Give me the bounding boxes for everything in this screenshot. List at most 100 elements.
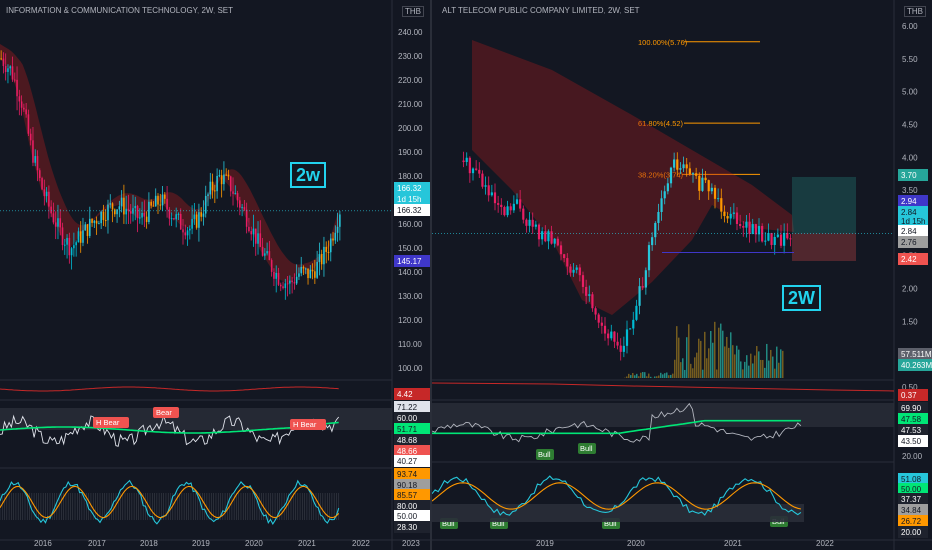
candle-body [220,175,223,185]
candle-body [202,213,205,217]
rsi-tag-bg [394,423,430,435]
candle-body [70,248,73,256]
candle-body [2,58,5,67]
volume-bar [676,326,678,378]
rsi-ma-line [432,419,801,435]
chart-pane-left[interactable]: INFORMATION & COMMUNICATION TECHNOLOGY, … [0,0,430,550]
price-axis-label: 200.00 [398,124,423,133]
time-axis-label: 2019 [192,539,210,548]
stoch-tag: 51.08 [901,475,922,484]
candle-body [547,231,550,242]
volume-bar [636,373,638,378]
stoch-k-line [432,475,802,516]
volume-bar [710,330,712,378]
stoch-k-line [0,479,340,525]
stoch-tag: 90.18 [397,481,418,490]
candle-body [323,246,325,265]
candle-body [191,218,193,229]
candle-body [698,175,701,191]
volume-bar [714,321,716,378]
stoch-tag: 28.30 [397,523,418,532]
rsi-tag: 71.22 [397,403,418,412]
volume-bar [644,372,646,378]
price-axis-label: 110.00 [398,340,422,349]
rsi-tag: 48.68 [397,436,418,445]
currency-label[interactable]: THB [402,6,424,17]
candle-body [159,204,162,206]
volume-bar [752,363,754,378]
countdown-tag: 1d 15h [901,217,925,226]
volume-bar [768,360,770,378]
divergence-label-bg [153,407,179,418]
candle-body [550,231,553,244]
candle-body [182,229,184,233]
stoch-tag: 26.72 [901,517,922,526]
candle-body [726,216,729,219]
candle-body [559,245,563,255]
price-axis-label: 210.00 [398,100,423,109]
price-tag: 3.70 [901,171,917,180]
price-axis-label: 140.00 [398,268,423,277]
rsi-tag-bg [394,412,430,424]
candle-body [41,178,43,190]
candle-body [264,253,266,256]
candle-body [254,228,257,244]
rsi-tag: 60.00 [397,414,418,423]
divergence-label: H Bear [96,418,120,427]
candle-body [704,177,707,181]
candle-body [259,233,262,247]
candle-body [635,305,638,320]
chart-canvas-left[interactable]: 240.00 230.00 220.00 210.00 200.00 190.00 180.… [0,0,430,550]
volume-bar [748,365,750,378]
candle-body [266,251,268,254]
candle-body [61,227,64,246]
candle-body [484,185,487,187]
candle-body [710,187,713,192]
candle-body [198,212,200,228]
candle-body [685,164,688,169]
stoch-tag-bg [898,473,928,485]
candle-body [66,237,68,245]
candle-body [54,222,57,227]
rsi-line [432,402,802,443]
last-price-tag-bg [394,182,430,194]
chart-pane-right[interactable]: ALT TELECOM PUBLIC COMPANY LIMITED, 2W, … [432,0,932,550]
candle-body [13,79,16,81]
candle-body [98,223,100,225]
divergence-label: Bull [580,444,593,453]
chart-canvas-right[interactable]: 6.005.505.004.504.003.503.002.502.001.50… [432,0,932,550]
volume-bar [706,358,708,378]
candle-body [651,237,654,246]
volume-bar [654,376,656,378]
volume-bar [682,358,684,378]
candle-body [207,194,209,196]
volume-tag: 57.511M [901,350,932,359]
candle-body [563,254,566,259]
candle-body [770,233,773,245]
candle-body [732,212,735,214]
candle-body [591,294,594,309]
candle-body [109,203,112,205]
candle-body [11,66,14,80]
candle-body [764,240,767,242]
stoch-tag-bg [898,526,928,538]
candle-body [95,220,98,224]
price-axis-label: 3.50 [902,186,918,195]
candle-body [36,156,39,171]
pane-divider[interactable] [430,0,432,550]
fib-level-label: 61.80%(4.52) [638,119,684,128]
candle-body [754,224,757,235]
volume-tag: 40.263M [901,361,932,370]
candle-body [556,238,559,246]
candle-body [234,193,237,195]
divergence-label: Bull [538,450,551,459]
currency-label[interactable]: THB [904,6,926,17]
volume-bar [780,349,782,378]
rsi-tag-bg [898,435,928,447]
stoch-tag-bg [898,504,928,516]
price-tag-bg [898,236,928,248]
candle-body [223,174,225,185]
candle-body [282,286,284,289]
candle-body [23,107,25,110]
price-axis-label: 6.00 [902,22,918,31]
